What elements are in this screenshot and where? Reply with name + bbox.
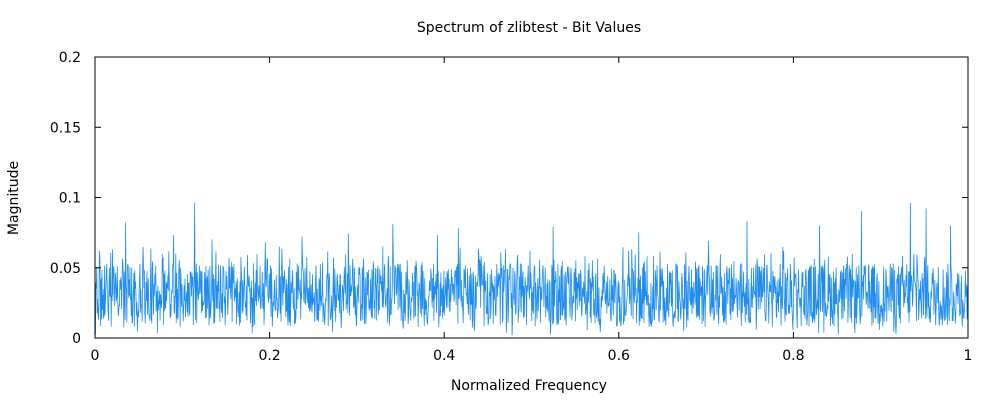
y-tick-label: 0.05 xyxy=(50,261,81,277)
chart-title: Spectrum of zlibtest - Bit Values xyxy=(417,20,641,36)
y-tick-label: 0.1 xyxy=(59,191,81,207)
x-tick-label: 0 xyxy=(91,348,100,364)
y-tick-label: 0 xyxy=(72,331,81,347)
spectrum-series-line xyxy=(94,202,969,336)
axis-layer: 0 0.2 0.4 0.6 0.8 1 0 0.05 0.1 0.15 0.2 xyxy=(50,50,973,364)
y-axis-label: Magnitude xyxy=(6,161,22,235)
x-tick-label: 0.6 xyxy=(608,348,630,364)
x-tick-label: 0.8 xyxy=(782,348,804,364)
x-tick-label: 1 xyxy=(964,348,973,364)
x-tick-label: 0.4 xyxy=(433,348,455,364)
y-tick-label: 0.2 xyxy=(59,50,81,66)
x-tick-label: 0.2 xyxy=(258,348,280,364)
y-tick-label: 0.15 xyxy=(50,120,81,136)
x-axis-label: Normalized Frequency xyxy=(451,378,607,394)
series-layer xyxy=(94,202,969,336)
